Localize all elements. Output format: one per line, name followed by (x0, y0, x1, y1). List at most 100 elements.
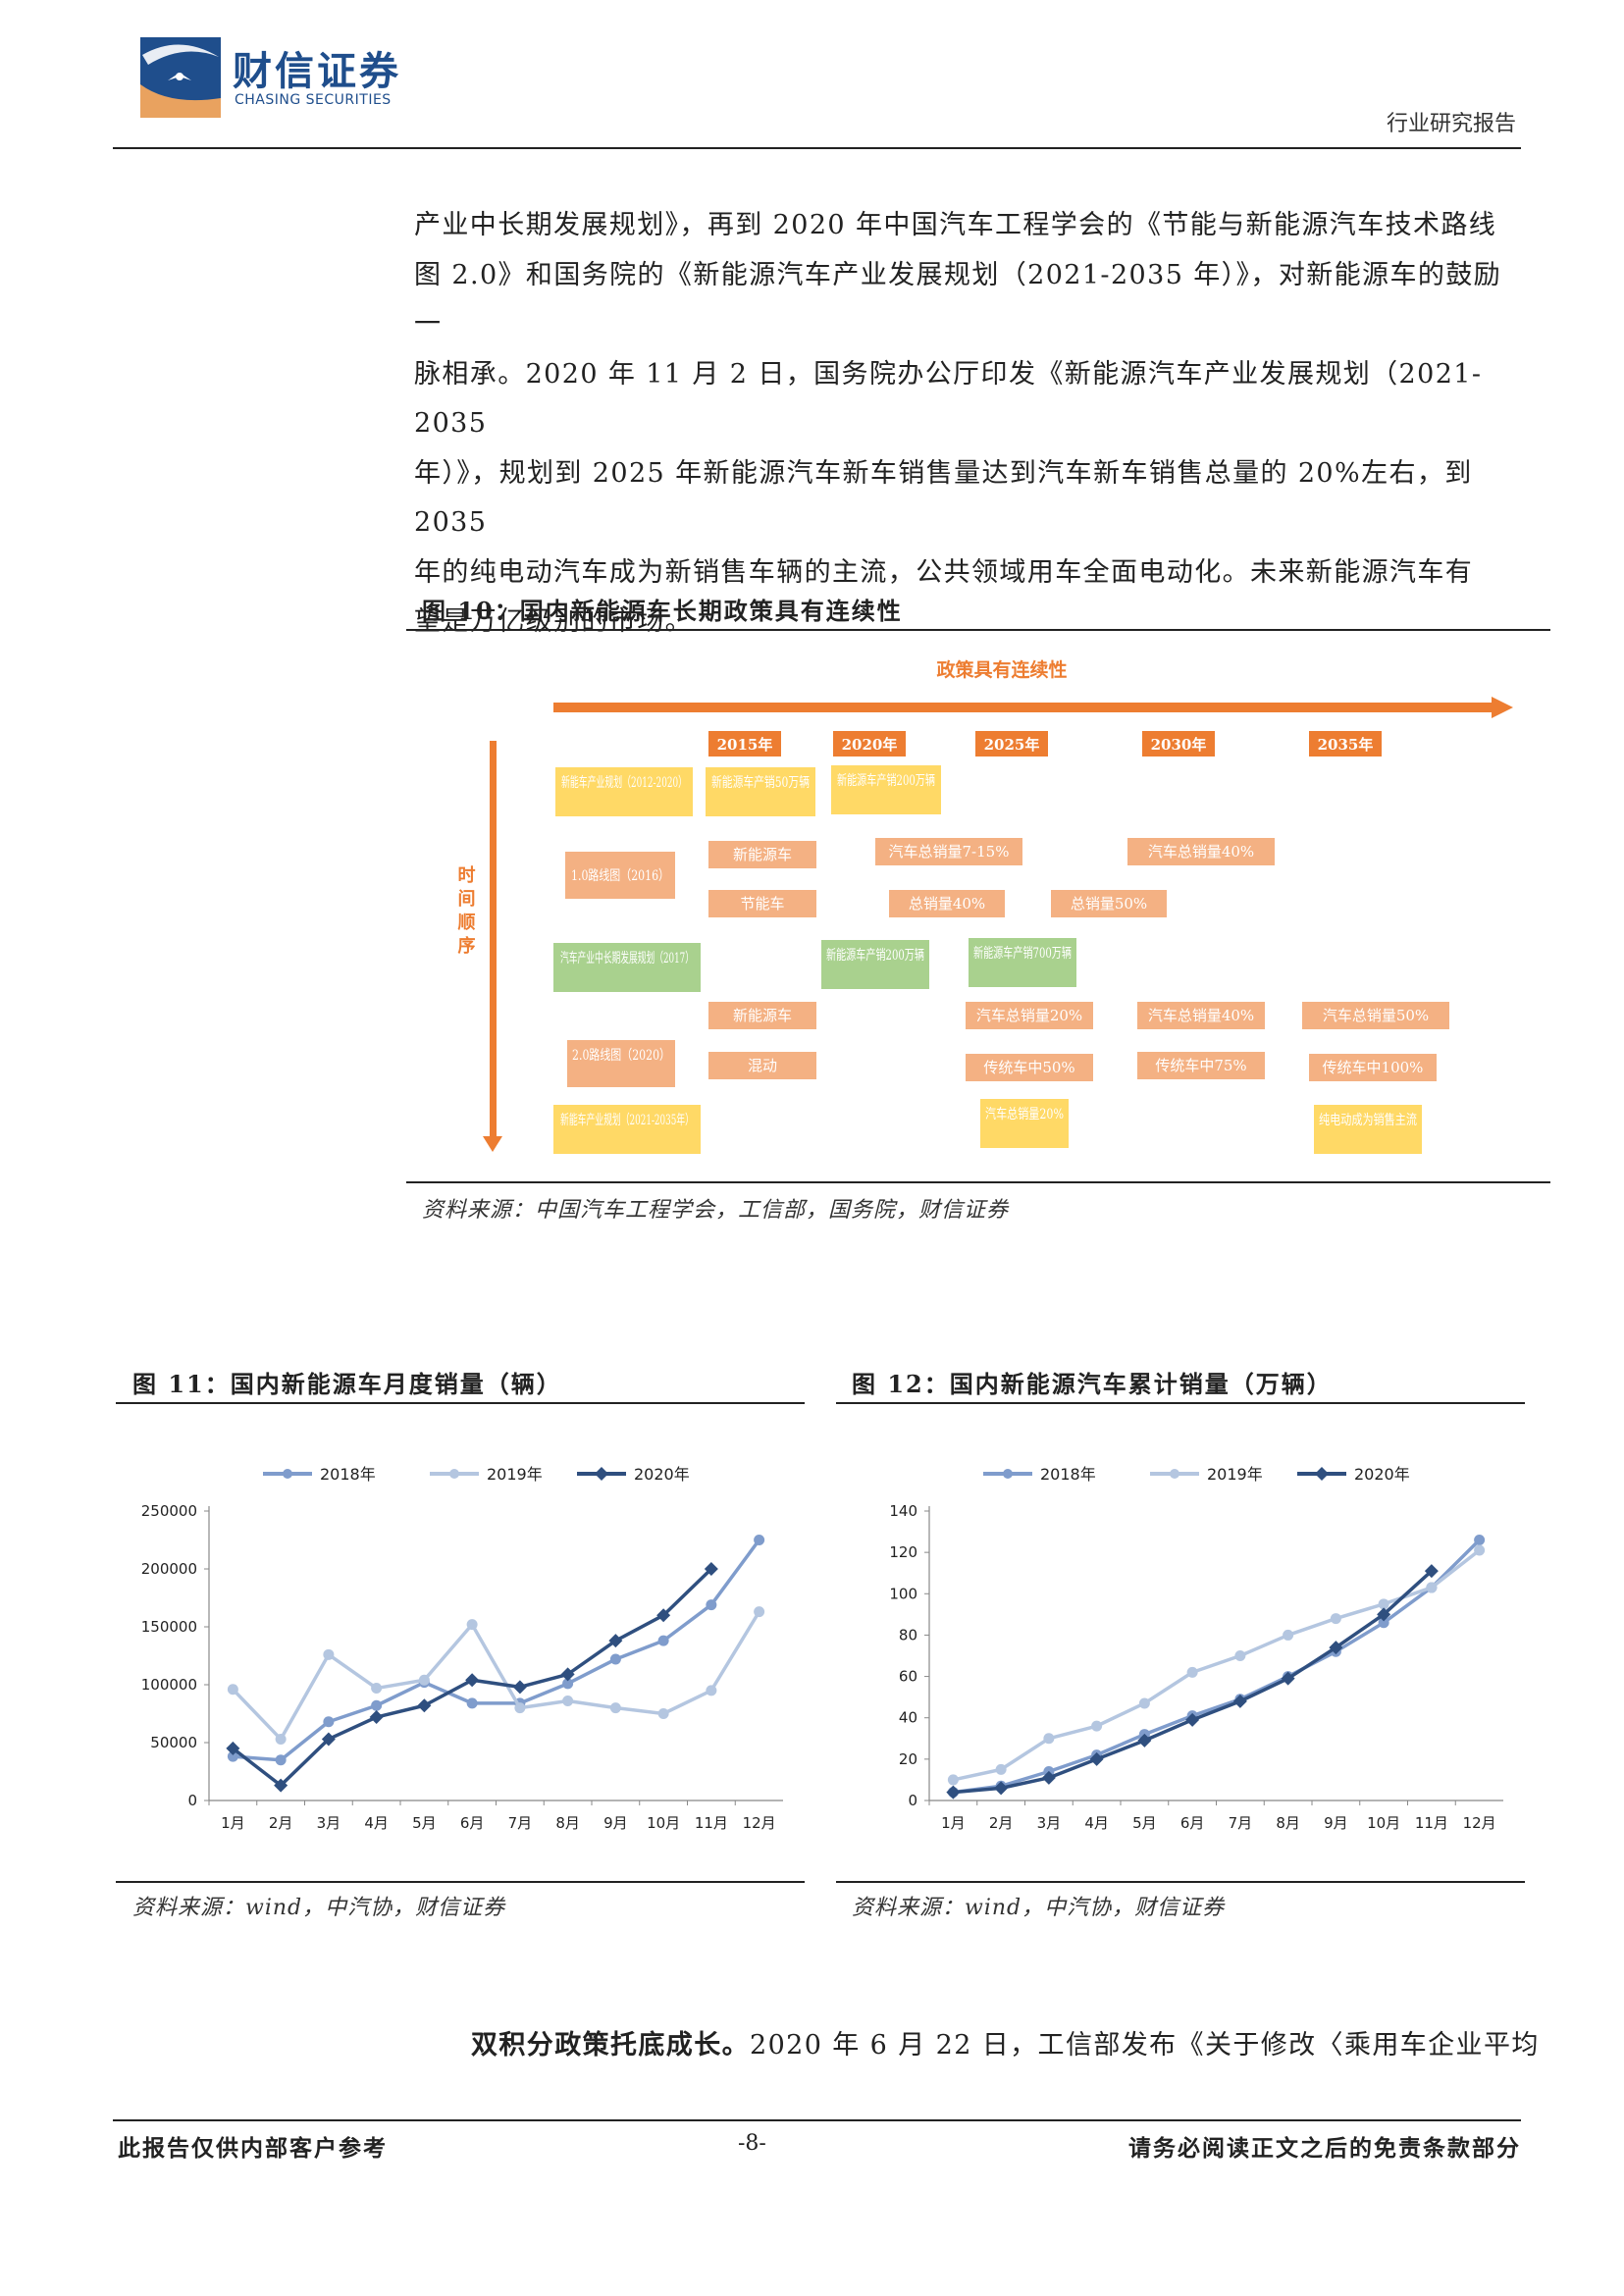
policy-box-label: 汽车产业中长期发展规划（2017） (560, 950, 694, 966)
y-tick-label: 80 (899, 1626, 917, 1644)
target-label: 节能车 (740, 895, 784, 913)
y-tick-label: 250000 (141, 1502, 197, 1520)
x-tick-label: 1月 (221, 1814, 245, 1832)
data-point (656, 1608, 671, 1623)
figure-11-title: 图 11：国内新能源车月度销量（辆） (132, 1370, 562, 1398)
target-label: 传统车中75% (1155, 1057, 1246, 1074)
monthly-sales-chart: 0 50000 100000 150000 200000 250000 1月 2月 3月 4月 5月… (141, 1465, 783, 1832)
top-arrow-label: 政策具有连续性 (936, 658, 1067, 681)
data-point (323, 1648, 335, 1660)
brand-name: 财信证券 (233, 49, 401, 94)
y-tick-label: 20 (899, 1750, 917, 1768)
target-label: 汽车总销量20% (985, 1106, 1064, 1122)
y-tick-label: 40 (899, 1709, 917, 1727)
legend-marker (1170, 1469, 1179, 1479)
data-point (466, 1697, 478, 1709)
data-point (1378, 1617, 1389, 1629)
x-tick-label: 12月 (743, 1814, 776, 1832)
y-tick-label: 0 (187, 1792, 197, 1809)
figure-12-source: 资料来源：wind，中汽协，财信证券 (852, 1896, 1226, 1920)
target-label: 汽车总销量40% (1148, 1007, 1254, 1024)
x-tick-label: 2月 (269, 1814, 293, 1832)
series-line-2020年 (953, 1569, 1434, 1795)
data-point (1041, 1770, 1056, 1785)
data-point (562, 1678, 574, 1690)
figure-12-top-rule (836, 1402, 1525, 1404)
data-point (609, 1702, 621, 1714)
paragraph-line: 年）》，规划到 2025 年新能源汽车新车销售量达到汽车新车销售总量的 20%左… (414, 457, 1473, 539)
year-2035: 2035年 (1318, 736, 1374, 754)
side-arrow-shaft (490, 741, 497, 1138)
data-point (418, 1674, 430, 1686)
target-label: 传统车中50% (983, 1059, 1074, 1076)
data-point (754, 1535, 765, 1545)
x-tick-label: 6月 (460, 1814, 485, 1832)
data-point (1330, 1613, 1341, 1625)
legend-marker (595, 1467, 608, 1481)
figure-12-bottom-rule (836, 1881, 1525, 1883)
data-point (227, 1750, 238, 1762)
top-arrow-head (1492, 697, 1513, 718)
y-tick-label: 150000 (141, 1618, 197, 1636)
series-line-2018年 (953, 1539, 1481, 1795)
data-point (321, 1732, 336, 1747)
data-point (275, 1733, 287, 1745)
data-point (275, 1754, 287, 1766)
data-point (1043, 1733, 1055, 1745)
legend-label: 2019年 (487, 1465, 543, 1484)
y-tick-label: 50000 (150, 1734, 197, 1751)
x-tick-label: 1月 (941, 1814, 966, 1832)
data-point (1232, 1694, 1247, 1708)
footer-disclaimer: 此报告仅供内部客户参考 (118, 2135, 388, 2162)
year-2015: 2015年 (717, 736, 773, 754)
x-tick-label: 9月 (1324, 1814, 1348, 1832)
policy-row-4: 新能源车 汽车总销量20% 汽车总销量40% 汽车总销量50% 2.0路线图（2… (567, 1002, 1449, 1087)
legend-marker (1003, 1469, 1013, 1479)
target-label: 新能源车产销200万辆 (826, 947, 924, 964)
x-tick-label: 2月 (989, 1814, 1014, 1832)
paragraph-line: 年的纯电动汽车成为新销售车辆的主流，公共领域用车全面电动化。未来新能源汽车有 (414, 556, 1474, 588)
y-tick-label: 140 (889, 1502, 917, 1520)
data-point (754, 1606, 765, 1618)
data-point (1138, 1697, 1150, 1709)
series-line-2019年 (953, 1548, 1481, 1782)
data-point (1283, 1629, 1294, 1641)
data-point (371, 1699, 383, 1711)
figure-10-top-rule (406, 629, 1550, 631)
data-point (1234, 1650, 1246, 1661)
data-point (323, 1716, 335, 1728)
data-point (706, 1685, 717, 1696)
target-label: 总销量40% (909, 895, 985, 913)
paragraph-line: 脉相承。2020 年 11 月 2 日，国务院办公厅印发《新能源汽车产业发展规划… (414, 358, 1483, 440)
target-label: 汽车总销量7-15% (889, 843, 1010, 861)
paragraph-lead: 双积分政策托底成长。 (471, 2030, 750, 2061)
legend-label: 2020年 (1354, 1465, 1410, 1484)
paragraph-text: 2020 年 6 月 22 日，工信部发布《关于修改〈乘用车企业平均 (750, 2030, 1540, 2061)
data-point (226, 1741, 240, 1755)
document-type: 行业研究报告 (1386, 112, 1516, 136)
target-label: 纯电动成为销售主流 (1319, 1113, 1417, 1128)
year-header-row: 2015年 2020年 2025年 2030年 2035年 (708, 731, 1382, 757)
target-label: 总销量50% (1071, 895, 1147, 913)
data-point (1137, 1733, 1152, 1748)
legend-label: 2020年 (634, 1465, 690, 1484)
figure-10-bottom-rule (406, 1181, 1550, 1183)
x-tick-label: 10月 (647, 1814, 680, 1832)
legend-marker (1315, 1467, 1329, 1481)
policy-row-5: 新能车产业规划（2021-2035年） 汽车总销量20% 纯电动成为销售主流 (553, 1099, 1422, 1154)
data-point (1474, 1535, 1486, 1545)
legend-marker (449, 1469, 459, 1479)
policy-row-2: 1.0路线图（2016） 新能源车 汽车总销量7-15% 汽车总销量40% 节能… (565, 838, 1275, 917)
data-point (1091, 1720, 1103, 1732)
policy-box-label: 新能车产业规划（2021-2035年） (560, 1112, 694, 1128)
policy-box-label: 新能车产业规划（2012-2020） (561, 774, 687, 791)
data-point (466, 1619, 478, 1631)
x-tick-label: 12月 (1463, 1814, 1496, 1832)
footer-notice: 请务必阅读正文之后的免责条款部分 (1128, 2135, 1521, 2162)
policy-box-label: 1.0路线图（2016） (571, 868, 669, 884)
year-2020: 2020年 (842, 736, 898, 754)
target-label: 汽车总销量20% (976, 1007, 1082, 1024)
x-tick-label: 10月 (1367, 1814, 1400, 1832)
policy-row-1: 新能车产业规划（2012-2020） 新能源车产销50万辆 新能源车产销200万… (555, 765, 941, 816)
policy-row-3: 汽车产业中长期发展规划（2017） 新能源车产销200万辆 新能源车产销700万… (553, 938, 1076, 992)
